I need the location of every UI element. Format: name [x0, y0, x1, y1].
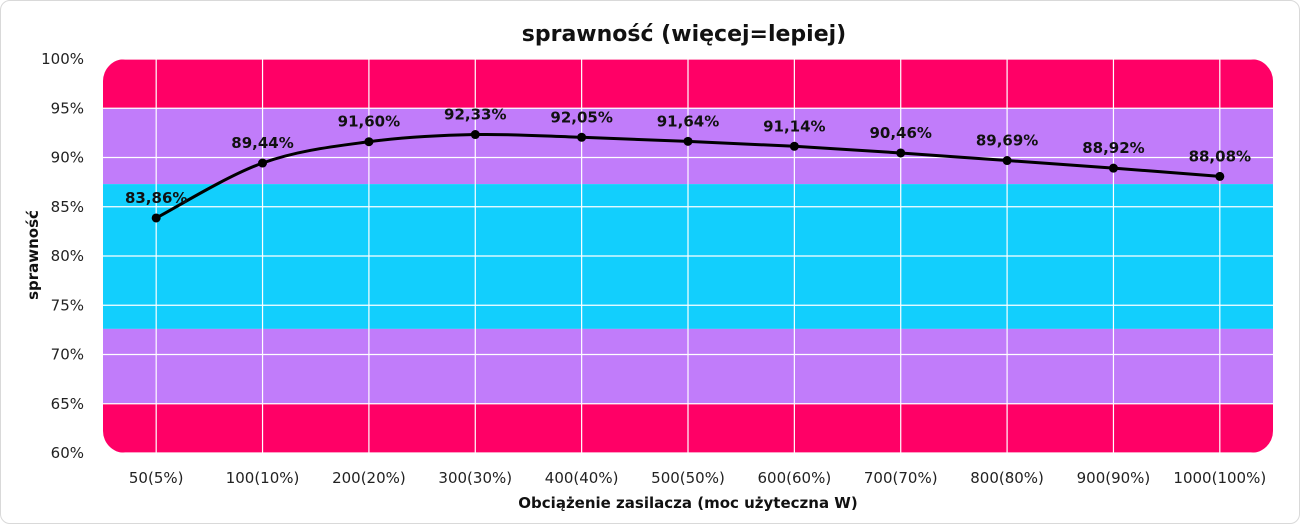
data-point	[470, 130, 480, 140]
x-tick-label: 200(20%)	[332, 469, 406, 487]
chart-title: sprawność (więcej=lepiej)	[522, 22, 846, 47]
data-point	[364, 137, 374, 147]
data-point	[258, 158, 268, 168]
data-points	[151, 130, 1225, 223]
data-point	[1215, 171, 1225, 181]
x-axis-ticks: 50(5%) 100(10%) 200(20%) 300(30%) 400(40%) 50…	[129, 469, 1266, 487]
data-point	[577, 132, 587, 142]
y-axis-ticks: 60% 65% 70% 75% 80% 85% 90% 95% 100%	[41, 50, 84, 462]
x-tick-label: 1000(100%)	[1173, 469, 1266, 487]
x-tick-label: 700(70%)	[864, 469, 938, 487]
x-tick-label: 800(80%)	[970, 469, 1044, 487]
x-tick-label: 900(90%)	[1077, 469, 1151, 487]
data-label: 88,08%	[1189, 147, 1251, 165]
y-tick-label: 100%	[41, 50, 84, 68]
grid-lines	[103, 59, 1273, 453]
data-label: 89,69%	[976, 132, 1038, 150]
data-label: 89,44%	[231, 134, 293, 152]
data-point	[683, 136, 693, 146]
data-label: 92,05%	[550, 108, 612, 126]
y-tick-label: 85%	[51, 198, 84, 216]
x-tick-label: 500(50%)	[651, 469, 725, 487]
data-label: 91,60%	[338, 113, 400, 131]
x-tick-label: 400(40%)	[545, 469, 619, 487]
y-tick-label: 80%	[51, 247, 84, 265]
y-tick-label: 95%	[51, 99, 84, 117]
x-tick-label: 50(5%)	[129, 469, 184, 487]
data-labels: 83,86% 89,44% 91,60% 92,33% 92,05% 91,64% 91,1…	[125, 106, 1251, 207]
y-tick-label: 65%	[51, 395, 84, 413]
data-point	[151, 213, 161, 223]
y-axis-label: sprawność	[24, 210, 42, 300]
data-point	[896, 148, 906, 158]
data-point	[789, 141, 799, 151]
x-tick-label: 300(30%)	[438, 469, 512, 487]
data-point	[1108, 163, 1118, 173]
y-tick-label: 90%	[51, 149, 84, 167]
y-tick-label: 70%	[51, 346, 84, 364]
y-tick-label: 60%	[51, 444, 84, 462]
data-label: 83,86%	[125, 189, 187, 207]
data-label: 88,92%	[1082, 139, 1144, 157]
x-axis-label: Obciążenie zasilacza (moc użyteczna W)	[518, 494, 857, 512]
data-label: 91,14%	[763, 117, 825, 135]
x-tick-label: 600(60%)	[758, 469, 832, 487]
data-label: 91,64%	[657, 112, 719, 130]
x-tick-label: 100(10%)	[226, 469, 300, 487]
y-tick-label: 75%	[51, 296, 84, 314]
data-label: 90,46%	[869, 124, 931, 142]
data-point	[1002, 156, 1012, 166]
data-label: 92,33%	[444, 106, 506, 124]
